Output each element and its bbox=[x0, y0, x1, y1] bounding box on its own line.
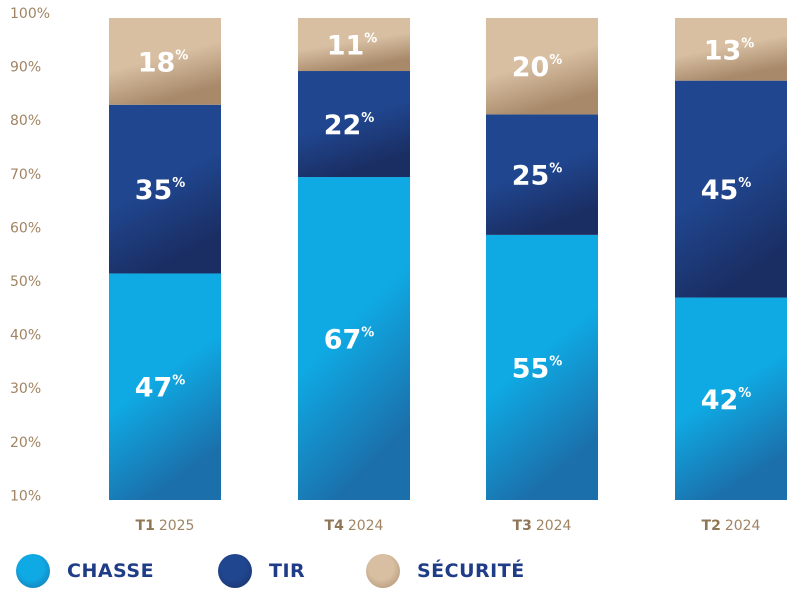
y-tick-label: 10% bbox=[10, 488, 41, 504]
x-tick-label: T4 2024 bbox=[325, 518, 384, 534]
data-label: 67% bbox=[324, 325, 375, 356]
data-label: 55% bbox=[512, 353, 563, 384]
bar-chasse-t1-2025 bbox=[109, 273, 221, 500]
data-label: 45% bbox=[701, 175, 752, 206]
bars: 47% 35% 18% 67% 22% 11% 55% 25% 20% 42% 45% 13% bbox=[109, 18, 787, 500]
bar-chasse-t4-2024 bbox=[298, 177, 410, 500]
data-label: 42% bbox=[701, 385, 752, 416]
stacked-bar-chart: 100% 90% 80% 70% 60% 50% 40% 30% 20% 10% 47% 35% 18… bbox=[10, 6, 787, 534]
y-axis: 100% 90% 80% 70% 60% 50% 40% 30% 20% 10% bbox=[10, 6, 50, 504]
y-tick-label: 90% bbox=[10, 60, 41, 76]
y-tick-label: 100% bbox=[10, 6, 50, 22]
y-tick-label: 40% bbox=[10, 328, 41, 344]
legend: CHASSE TIR SÉCURITÉ bbox=[0, 548, 802, 594]
x-axis: T1 2025 T4 2024 T3 2024 T2 2024 bbox=[136, 518, 761, 534]
bar-securite-t4-2024 bbox=[298, 18, 410, 72]
legend-swatch-securite bbox=[366, 554, 400, 588]
y-tick-label: 60% bbox=[10, 220, 41, 236]
y-tick-label: 20% bbox=[10, 435, 41, 451]
legend-label-securite: SÉCURITÉ bbox=[417, 560, 525, 582]
x-tick-label: T2 2024 bbox=[702, 518, 761, 534]
bar-tir-t1-2025 bbox=[109, 104, 221, 274]
y-tick-label: 80% bbox=[10, 113, 41, 129]
legend-item-securite: SÉCURITÉ bbox=[366, 554, 525, 588]
y-tick-label: 50% bbox=[10, 274, 41, 290]
data-label: 47% bbox=[135, 373, 186, 404]
legend-label-tir: TIR bbox=[269, 560, 306, 582]
bar-securite-t2-2024 bbox=[675, 18, 787, 81]
x-tick-label: T3 2024 bbox=[513, 518, 572, 534]
bar-chasse-t2-2024 bbox=[675, 297, 787, 500]
y-tick-label: 30% bbox=[10, 381, 41, 397]
legend-item-chasse: CHASSE bbox=[16, 554, 154, 588]
bar-tir-t2-2024 bbox=[675, 80, 787, 298]
legend-swatch-chasse bbox=[16, 554, 50, 588]
data-label: 11% bbox=[327, 31, 378, 62]
bar-tir-t3-2024 bbox=[486, 114, 598, 235]
data-label: 35% bbox=[135, 175, 186, 206]
x-tick-label: T1 2025 bbox=[136, 518, 195, 534]
bar-securite-t3-2024 bbox=[486, 18, 598, 115]
bar-securite-t1-2025 bbox=[109, 18, 221, 105]
y-tick-label: 70% bbox=[10, 167, 41, 183]
data-label: 20% bbox=[512, 52, 563, 83]
data-label: 18% bbox=[138, 47, 189, 78]
data-label: 13% bbox=[704, 35, 755, 66]
data-label: 22% bbox=[324, 110, 375, 141]
bar-tir-t4-2024 bbox=[298, 71, 410, 178]
legend-item-tir: TIR bbox=[218, 554, 305, 588]
data-label: 25% bbox=[512, 161, 563, 192]
bar-chasse-t3-2024 bbox=[486, 234, 598, 500]
legend-swatch-tir bbox=[218, 554, 252, 588]
legend-label-chasse: CHASSE bbox=[67, 560, 155, 582]
